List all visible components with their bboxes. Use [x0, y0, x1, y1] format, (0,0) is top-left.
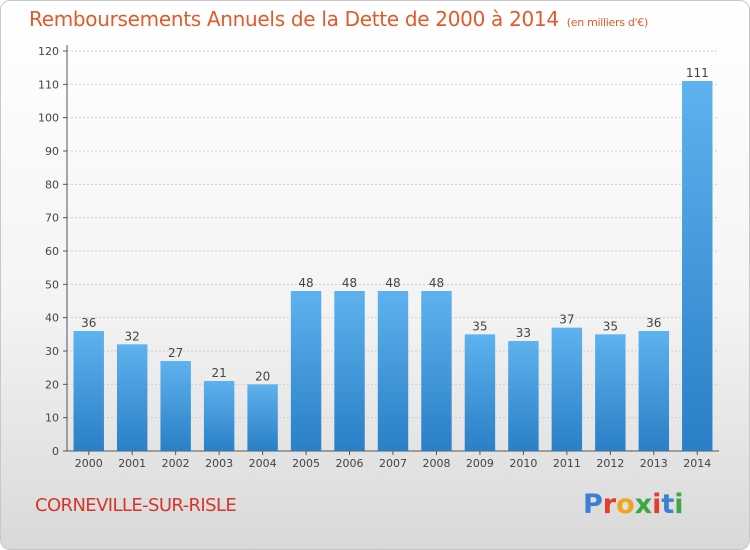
- bar: [247, 384, 278, 451]
- labels: 36 2000 32 2001 27 2002 21 2003 20 2004 48 2005 48 20…: [75, 66, 712, 470]
- proxiti-logo: Proxiti: [583, 489, 684, 520]
- logo-letter: i: [652, 489, 662, 520]
- x-tick-label: 2013: [640, 457, 668, 470]
- x-tick-label: 2011: [553, 457, 581, 470]
- y-tick-label: 90: [45, 145, 59, 158]
- bar-value-label: 48: [298, 276, 313, 290]
- bar: [421, 291, 452, 451]
- bar: [290, 291, 322, 451]
- x-tick-label: 2005: [292, 457, 320, 470]
- y-tick-label: 120: [38, 45, 59, 58]
- bar: [73, 331, 104, 451]
- logo-letter: r: [602, 489, 617, 520]
- chart-title-text: Remboursements Annuels de la Dette de 20…: [29, 7, 559, 31]
- bar: [595, 334, 626, 451]
- x-tick-label: 2009: [466, 457, 494, 470]
- bar-value-label: 20: [255, 369, 270, 383]
- bar: [638, 331, 670, 451]
- commune-name: CORNEVILLE-SUR-RISLE: [35, 495, 237, 516]
- bar-value-label: 27: [168, 346, 183, 360]
- bar-value-label: 21: [211, 366, 226, 380]
- y-tick-label: 10: [45, 412, 59, 425]
- x-tick-label: 2007: [379, 457, 407, 470]
- bar-value-label: 33: [516, 326, 531, 340]
- y-tick-label: 100: [38, 112, 59, 125]
- bar-value-label: 36: [81, 316, 96, 330]
- bar: [464, 334, 496, 451]
- bar: [334, 291, 365, 451]
- x-tick-label: 2004: [249, 457, 277, 470]
- x-tick-label: 2010: [509, 457, 537, 470]
- bar-value-label: 48: [385, 276, 400, 290]
- y-tick-label: 30: [45, 345, 59, 358]
- logo-letter: t: [661, 489, 675, 520]
- y-tick-label: 20: [45, 378, 59, 391]
- chart-title: Remboursements Annuels de la Dette de 20…: [29, 7, 648, 31]
- logo-letter: x: [634, 489, 653, 520]
- logo-letter: o: [616, 489, 635, 520]
- bar: [508, 341, 539, 451]
- bar-value-label: 36: [646, 316, 661, 330]
- bar: [551, 327, 583, 451]
- bar: [160, 361, 191, 451]
- y-tick-label: 70: [45, 212, 59, 225]
- logo-letter: P: [583, 489, 603, 520]
- logo-letter: i: [674, 489, 684, 520]
- x-tick-label: 2001: [118, 457, 146, 470]
- x-tick-label: 2012: [596, 457, 624, 470]
- chart-unit: (en milliers d'€): [566, 16, 648, 29]
- bar-value-label: 37: [559, 313, 574, 327]
- y-tick-label: 60: [45, 245, 59, 258]
- bar: [377, 291, 409, 451]
- bar-value-label: 48: [429, 276, 444, 290]
- y-tick-label: 40: [45, 312, 59, 325]
- y-tick-label: 110: [38, 78, 59, 91]
- x-tick-label: 2003: [205, 457, 233, 470]
- y-tick-label: 80: [45, 178, 59, 191]
- x-tick-label: 2014: [683, 457, 711, 470]
- y-tick-label: 0: [52, 445, 59, 458]
- bar-value-label: 32: [125, 329, 140, 343]
- x-tick-label: 2002: [162, 457, 190, 470]
- bar-value-label: 48: [342, 276, 357, 290]
- bars: [73, 81, 713, 451]
- x-tick-label: 2000: [75, 457, 103, 470]
- x-tick-label: 2008: [422, 457, 450, 470]
- bar: [203, 381, 235, 451]
- y-tick-label: 50: [45, 278, 59, 291]
- bar-value-label: 35: [472, 319, 487, 333]
- bar-value-label: 111: [686, 66, 709, 80]
- x-tick-label: 2006: [336, 457, 364, 470]
- bar-value-label: 35: [603, 319, 618, 333]
- bar: [682, 81, 713, 451]
- bar: [116, 344, 148, 451]
